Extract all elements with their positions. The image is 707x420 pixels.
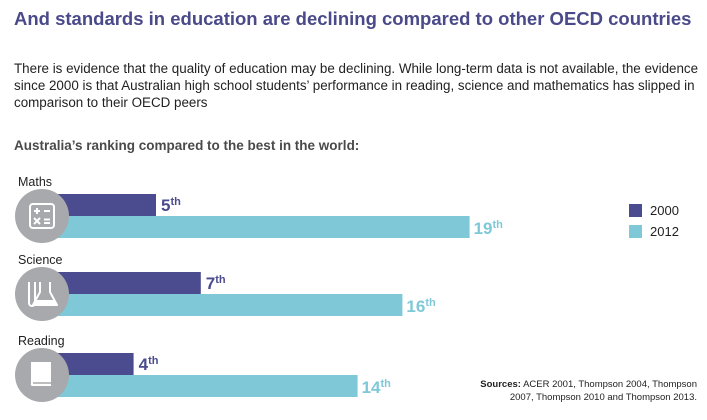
category-label: Science (18, 253, 63, 267)
bar-2000 (44, 272, 201, 294)
legend-label-2000: 2000 (650, 203, 679, 218)
data-label-2000: 4th (139, 355, 159, 374)
bar-2012 (44, 294, 403, 316)
legend-item-2012: 2012 (629, 224, 679, 239)
chart-subtitle: Australia’s ranking compared to the best… (14, 138, 360, 153)
page-title: And standards in education are declining… (14, 8, 692, 29)
sources-label: Sources: (480, 379, 521, 390)
category-label: Maths (18, 175, 52, 189)
category-label: Reading (18, 334, 65, 348)
intro-paragraph: There is evidence that the quality of ed… (14, 61, 699, 110)
legend-swatch-2000 (629, 204, 642, 217)
calc-times-b (33, 217, 41, 225)
calculator-body (29, 203, 55, 229)
legend-item-2000: 2000 (629, 203, 679, 218)
bar-2012 (44, 216, 470, 238)
flask-body (32, 282, 58, 306)
legend-swatch-2012 (629, 225, 642, 238)
legend-label-2012: 2012 (650, 224, 679, 239)
data-label-2012: 14th (362, 378, 392, 397)
sources-text: ACER 2001, Thompson 2004, Thompson 2007,… (509, 379, 697, 403)
book-cover (30, 362, 51, 386)
icon-circle (15, 189, 69, 243)
data-label-2012: 16th (406, 297, 436, 316)
data-label-2000: 7th (206, 274, 226, 293)
bar-2012 (44, 375, 358, 397)
icon-circle (15, 267, 69, 321)
sources-note: Sources: ACER 2001, Thompson 2004, Thomp… (457, 378, 697, 404)
data-label-2012: 19th (474, 219, 504, 238)
data-label-2000: 5th (161, 196, 181, 215)
bar-2000 (44, 194, 156, 216)
flask-liquid (34, 300, 56, 304)
